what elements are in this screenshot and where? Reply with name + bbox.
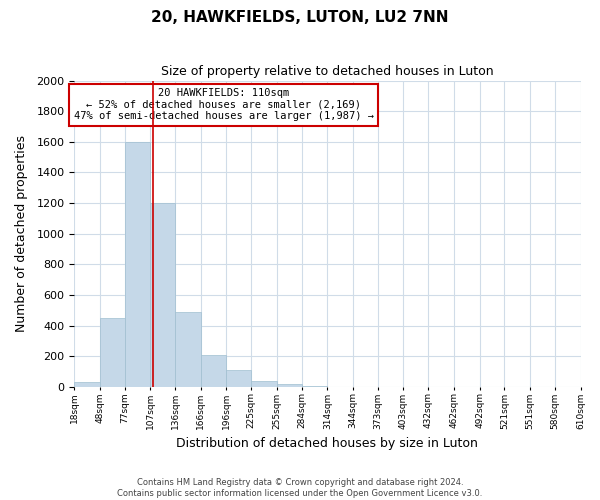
Bar	[74, 382, 100, 386]
X-axis label: Distribution of detached houses by size in Luton: Distribution of detached houses by size …	[176, 437, 478, 450]
Bar	[125, 142, 150, 386]
Bar	[100, 318, 125, 386]
Bar	[175, 312, 201, 386]
Text: 20 HAWKFIELDS: 110sqm
← 52% of detached houses are smaller (2,169)
47% of semi-d: 20 HAWKFIELDS: 110sqm ← 52% of detached …	[74, 88, 374, 122]
Bar	[251, 380, 277, 386]
Bar	[150, 203, 175, 386]
Bar	[201, 354, 226, 386]
Y-axis label: Number of detached properties: Number of detached properties	[15, 135, 28, 332]
Bar	[277, 384, 302, 386]
Text: Contains HM Land Registry data © Crown copyright and database right 2024.
Contai: Contains HM Land Registry data © Crown c…	[118, 478, 482, 498]
Bar	[226, 370, 251, 386]
Text: 20, HAWKFIELDS, LUTON, LU2 7NN: 20, HAWKFIELDS, LUTON, LU2 7NN	[151, 10, 449, 25]
Title: Size of property relative to detached houses in Luton: Size of property relative to detached ho…	[161, 65, 494, 78]
